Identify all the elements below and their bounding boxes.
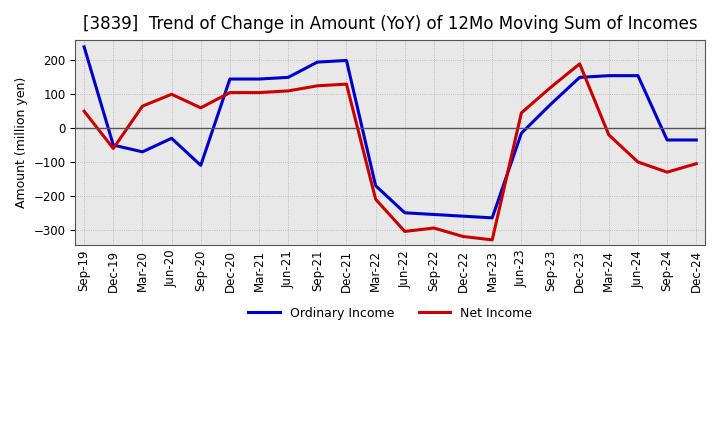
Net Income xyxy=(197,105,205,110)
Y-axis label: Amount (million yen): Amount (million yen) xyxy=(15,77,28,208)
Net Income xyxy=(546,85,555,90)
Net Income xyxy=(400,229,409,234)
Ordinary Income xyxy=(634,73,642,78)
Ordinary Income xyxy=(430,212,438,217)
Net Income xyxy=(284,88,292,94)
Ordinary Income xyxy=(225,77,234,82)
Ordinary Income xyxy=(284,75,292,80)
Net Income xyxy=(663,169,672,175)
Ordinary Income xyxy=(546,102,555,107)
Net Income xyxy=(138,103,147,109)
Net Income xyxy=(342,81,351,87)
Ordinary Income xyxy=(313,59,322,65)
Net Income xyxy=(167,92,176,97)
Ordinary Income xyxy=(517,131,526,136)
Ordinary Income xyxy=(692,137,701,143)
Line: Ordinary Income: Ordinary Income xyxy=(84,47,696,218)
Net Income xyxy=(430,225,438,231)
Net Income xyxy=(80,109,89,114)
Net Income xyxy=(459,234,467,239)
Ordinary Income xyxy=(109,143,117,148)
Line: Net Income: Net Income xyxy=(84,64,696,240)
Net Income xyxy=(517,110,526,116)
Net Income xyxy=(109,146,117,151)
Title: [3839]  Trend of Change in Amount (YoY) of 12Mo Moving Sum of Incomes: [3839] Trend of Change in Amount (YoY) o… xyxy=(83,15,698,33)
Net Income xyxy=(575,61,584,66)
Net Income xyxy=(313,83,322,88)
Ordinary Income xyxy=(372,183,380,188)
Ordinary Income xyxy=(605,73,613,78)
Net Income xyxy=(605,132,613,138)
Ordinary Income xyxy=(488,215,497,220)
Ordinary Income xyxy=(197,163,205,168)
Net Income xyxy=(372,197,380,202)
Ordinary Income xyxy=(663,137,672,143)
Ordinary Income xyxy=(459,213,467,219)
Ordinary Income xyxy=(400,210,409,216)
Net Income xyxy=(225,90,234,95)
Ordinary Income xyxy=(167,136,176,141)
Ordinary Income xyxy=(575,75,584,80)
Net Income xyxy=(634,159,642,165)
Ordinary Income xyxy=(255,77,264,82)
Net Income xyxy=(488,237,497,242)
Ordinary Income xyxy=(80,44,89,50)
Ordinary Income xyxy=(138,149,147,154)
Net Income xyxy=(692,161,701,166)
Ordinary Income xyxy=(342,58,351,63)
Net Income xyxy=(255,90,264,95)
Legend: Ordinary Income, Net Income: Ordinary Income, Net Income xyxy=(243,302,537,325)
